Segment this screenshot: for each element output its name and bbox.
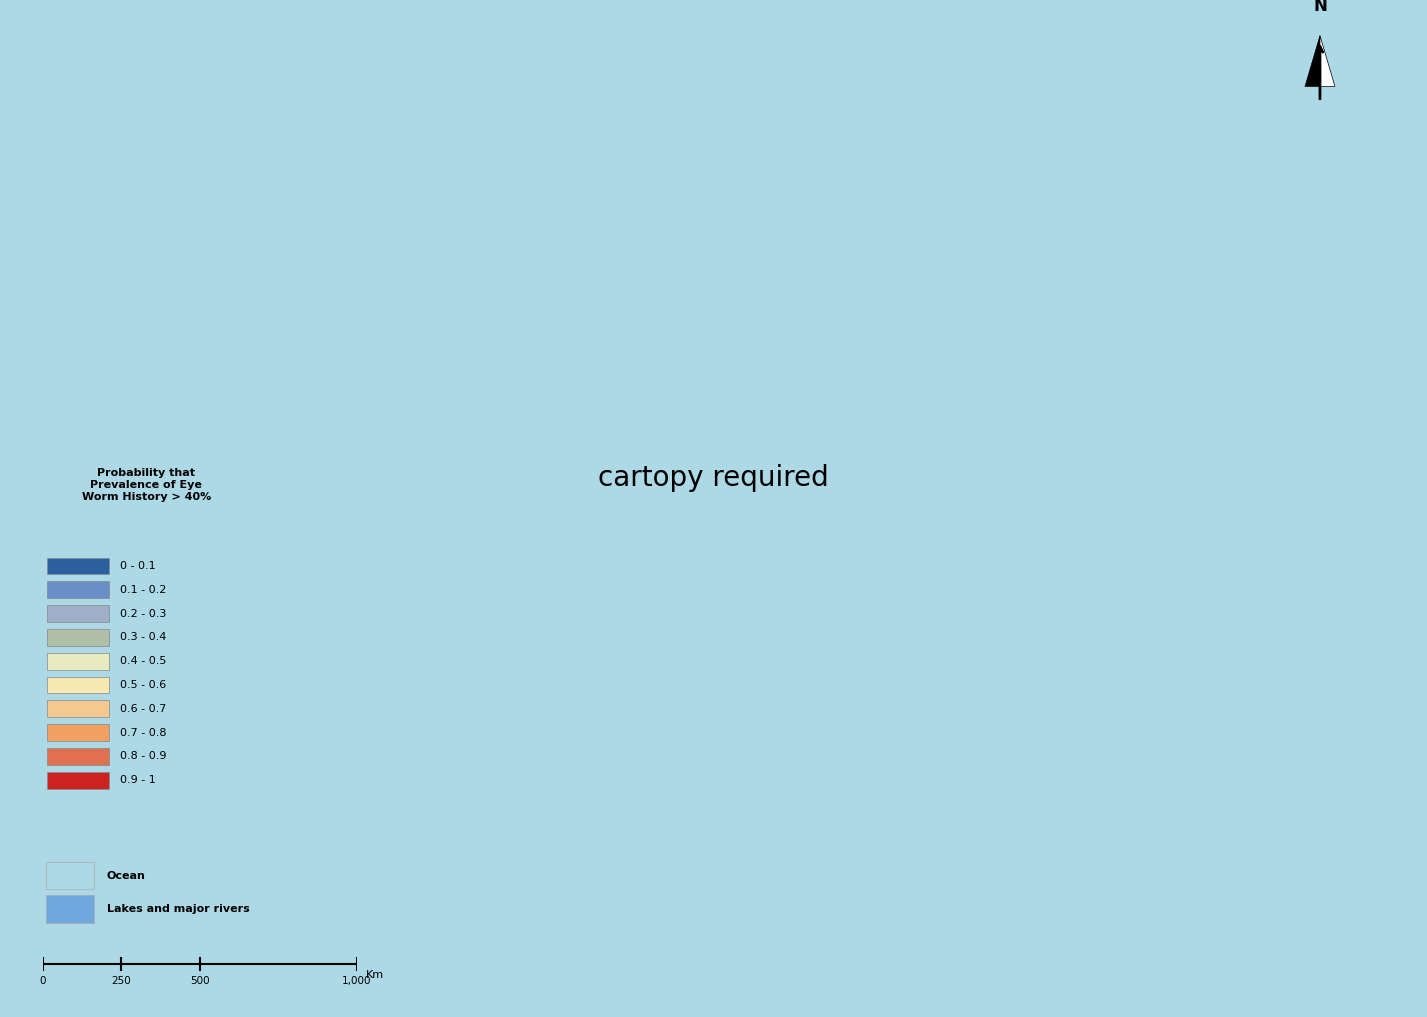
Bar <box>46 862 94 889</box>
Text: 0: 0 <box>40 976 46 986</box>
Text: Probability that
Prevalence of Eye
Worm History > 40%: Probability that Prevalence of Eye Worm … <box>81 469 211 501</box>
Text: 0.9 - 1: 0.9 - 1 <box>120 775 156 785</box>
Text: 0.1 - 0.2: 0.1 - 0.2 <box>120 585 166 595</box>
Polygon shape <box>1320 36 1334 86</box>
Text: 0.2 - 0.3: 0.2 - 0.3 <box>120 608 166 618</box>
Bar <box>47 630 108 646</box>
Text: Ocean: Ocean <box>107 871 146 881</box>
Text: 0.8 - 0.9: 0.8 - 0.9 <box>120 752 166 762</box>
Text: 0.5 - 0.6: 0.5 - 0.6 <box>120 680 166 690</box>
Text: 0.7 - 0.8: 0.7 - 0.8 <box>120 727 166 737</box>
Text: 0.4 - 0.5: 0.4 - 0.5 <box>120 656 166 666</box>
Text: 0.6 - 0.7: 0.6 - 0.7 <box>120 704 166 714</box>
Text: 0.3 - 0.4: 0.3 - 0.4 <box>120 633 166 643</box>
Text: 250: 250 <box>111 976 131 986</box>
Bar <box>46 896 94 923</box>
Bar <box>47 582 108 598</box>
Text: 500: 500 <box>190 976 210 986</box>
Bar <box>47 653 108 669</box>
Bar <box>47 772 108 788</box>
Bar <box>47 749 108 765</box>
Bar <box>47 701 108 717</box>
Bar <box>47 557 108 575</box>
Text: Km: Km <box>367 970 384 980</box>
Text: cartopy required: cartopy required <box>598 464 829 492</box>
Bar <box>47 676 108 694</box>
Bar <box>47 724 108 741</box>
Text: 0 - 0.1: 0 - 0.1 <box>120 561 156 571</box>
Text: 1,000: 1,000 <box>342 976 371 986</box>
Polygon shape <box>1304 36 1320 86</box>
Bar <box>47 605 108 622</box>
Text: Lakes and major rivers: Lakes and major rivers <box>107 904 250 914</box>
Text: N: N <box>1313 0 1327 15</box>
